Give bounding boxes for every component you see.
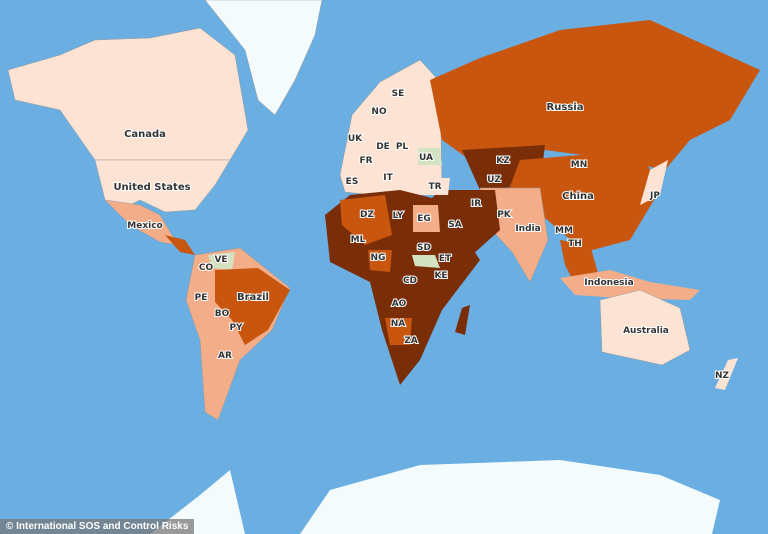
label-th: TH [568, 239, 582, 249]
label-se: SE [392, 89, 405, 99]
label-ng: NG [371, 253, 386, 263]
label-py: PY [229, 323, 243, 333]
label-co: CO [199, 263, 214, 273]
label-nz: NZ [715, 371, 730, 381]
greenland [204, 0, 323, 116]
label-de: DE [376, 142, 390, 152]
label-bo: BO [215, 309, 230, 319]
label-uk: UK [348, 134, 363, 144]
label-za: ZA [404, 336, 418, 346]
japan[interactable] [640, 160, 668, 205]
label-indonesia: Indonesia [584, 278, 633, 288]
label-kz: KZ [496, 156, 510, 166]
australia[interactable] [599, 289, 691, 366]
label-mexico: Mexico [127, 221, 162, 231]
label-ir: IR [471, 199, 481, 209]
label-dz: DZ [360, 210, 374, 220]
antarctica [300, 460, 720, 534]
label-us: United States [113, 182, 190, 193]
turkey[interactable] [410, 178, 450, 195]
algeria[interactable] [340, 195, 392, 245]
label-ua: UA [419, 153, 433, 163]
label-it: IT [383, 173, 393, 183]
label-ml: ML [351, 235, 366, 245]
credit: © International SOS and Control Risks [0, 519, 195, 534]
label-es: ES [346, 177, 359, 187]
antarctica-west [150, 470, 245, 534]
central-america[interactable] [165, 235, 195, 255]
south-sudan[interactable] [412, 255, 440, 268]
label-ve: VE [214, 255, 227, 265]
russia[interactable] [430, 20, 760, 170]
egypt[interactable] [413, 205, 440, 232]
label-uz: UZ [487, 175, 501, 185]
label-tr: TR [428, 182, 441, 192]
label-pe: PE [195, 293, 208, 303]
namibia[interactable] [385, 318, 412, 345]
label-russia: Russia [547, 102, 584, 113]
label-ly: LY [393, 211, 404, 221]
madagascar[interactable] [455, 305, 470, 335]
label-brazil: Brazil [237, 292, 269, 303]
new-zealand[interactable] [715, 358, 738, 390]
label-et: ET [439, 254, 452, 264]
canada[interactable] [7, 27, 249, 161]
label-pl: PL [396, 142, 409, 152]
china[interactable] [508, 150, 660, 252]
ukraine[interactable] [418, 148, 442, 165]
label-canada: Canada [124, 129, 166, 140]
indonesia[interactable] [560, 270, 700, 300]
label-jp: JP [649, 191, 660, 201]
label-ao: AO [392, 299, 407, 309]
label-pk: PK [497, 210, 512, 220]
nigeria[interactable] [368, 250, 392, 272]
brazil[interactable] [215, 268, 290, 345]
label-sa: SA [448, 220, 461, 230]
venezuela[interactable] [208, 252, 235, 270]
label-ar: AR [218, 351, 232, 361]
label-china: China [562, 191, 594, 202]
label-eg: EG [417, 214, 431, 224]
label-mm: MM [555, 226, 573, 236]
label-cd: CD [403, 276, 417, 286]
label-australia: Australia [623, 326, 669, 336]
label-fr: FR [359, 156, 372, 166]
label-india: India [515, 224, 540, 234]
label-sd: SD [417, 243, 431, 253]
label-na: NA [391, 319, 406, 329]
label-mn: MN [571, 160, 588, 170]
label-no: NO [371, 107, 387, 117]
label-ke: KE [434, 271, 447, 281]
